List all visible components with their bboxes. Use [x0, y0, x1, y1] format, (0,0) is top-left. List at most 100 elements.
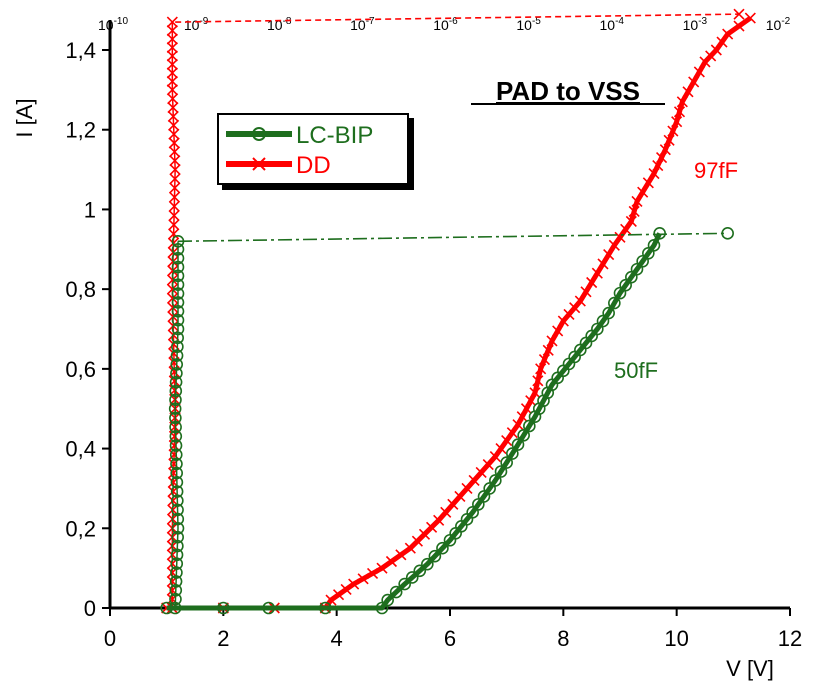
leakage-marker-lcbip: [171, 331, 184, 345]
leakage-marker-lcbip: [169, 439, 183, 452]
leakage-marker-dd: [168, 119, 180, 131]
top-tick-label: 10-2: [766, 16, 791, 33]
iv-marker-dd: [614, 231, 626, 243]
leakage-marker-dd: [166, 41, 178, 54]
top-tick-label: 10-8: [267, 16, 292, 33]
leakage-marker-lcbip: [170, 358, 184, 371]
y-tick-label: 1: [84, 197, 96, 222]
leakage-marker-dd: [167, 110, 179, 122]
leakage-marker-lcbip: [171, 287, 185, 300]
iv-marker-dd: [574, 295, 586, 307]
leakage-marker-dd: [169, 164, 181, 176]
legend: LC-BIP DD: [217, 113, 409, 185]
iv-marker-dd: [659, 144, 671, 156]
y-tick-label: 0,2: [65, 516, 96, 541]
leakage-marker-dd: [166, 292, 179, 304]
y-tick-label: 0,4: [65, 437, 96, 462]
x-tick-label: 0: [104, 626, 116, 651]
iv-marker-dd: [722, 28, 734, 40]
leakage-marker-lcbip: [171, 278, 185, 292]
iv-marker-lcbip: [375, 601, 389, 615]
iv-marker-dd: [395, 549, 407, 561]
x-tick-label: 4: [331, 626, 343, 651]
iv-marker-dd: [673, 106, 686, 118]
iv-marker-dd: [366, 567, 379, 580]
y-tick-label: 1,2: [65, 118, 96, 143]
leakage-marker-dd: [166, 25, 178, 37]
leakage-marker-lcbip: [171, 269, 185, 283]
iv-curve-lcbip: [166, 232, 662, 611]
leakage-marker-lcbip: [170, 475, 184, 489]
x-tick-labels: 0 2 4 6 8 10 12: [104, 608, 802, 651]
x-tick-label: 6: [444, 626, 456, 651]
iv-marker-lcbip: [602, 306, 615, 320]
iv-marker-dd: [671, 116, 683, 128]
iv-marker-dd: [376, 562, 388, 574]
iv-marker-dd: [542, 344, 554, 356]
iv-marker-dd: [625, 215, 637, 227]
iv-marker-lcbip: [517, 428, 530, 442]
iv-marker-lcbip: [160, 601, 173, 615]
iv-marker-dd: [546, 335, 558, 347]
leakage-marker-lcbip: [171, 251, 185, 265]
iv-marker-dd: [552, 325, 564, 337]
iv-marker-dd: [603, 249, 615, 261]
iv-marker-lcbip: [428, 549, 442, 563]
y-axis-label: I [A]: [12, 98, 37, 137]
iv-marker-dd: [520, 403, 533, 415]
iv-marker-dd: [597, 258, 609, 270]
iv-marker-dd: [506, 427, 518, 439]
iv-marker-dd: [652, 160, 664, 172]
iv-marker-dd: [688, 76, 700, 88]
y-tick-label: 0: [84, 596, 96, 621]
leakage-connector-lcbip: [177, 232, 728, 243]
leakage-marker-lcbip: [169, 375, 183, 389]
iv-marker-dd: [586, 276, 598, 289]
leakage-marker-lcbip: [170, 566, 183, 579]
iv-marker-dd: [580, 286, 592, 298]
iv-marker-dd: [348, 578, 360, 590]
leakage-marker-lcbip: [171, 503, 184, 517]
leakage-marker-lcbip: [170, 366, 183, 380]
iv-marker-lcbip: [506, 447, 519, 460]
chart-title: PAD to VSS: [496, 76, 640, 106]
iv-marker-dd: [357, 573, 369, 585]
y-tick-label: 0,8: [65, 277, 96, 302]
leakage-connector-dd: [175, 13, 740, 23]
leakage-marker-dd: [168, 191, 181, 203]
leakage-line-lcbip: [174, 241, 179, 609]
iv-marker-lcbip: [653, 227, 666, 240]
iv-marker-dd: [631, 195, 643, 208]
leakage-marker-lcbip: [171, 521, 185, 535]
leakage-marker-lcbip: [171, 296, 185, 309]
y-tick-label: 1,4: [65, 38, 96, 63]
leakage-marker-lcbip: [168, 402, 182, 416]
leakage-marker-dd: [166, 67, 178, 79]
leakage-marker-dd: [168, 146, 181, 158]
leakage-marker-lcbip: [170, 557, 184, 571]
iv-marker-dd: [710, 44, 722, 56]
leakage-marker-lcbip: [171, 340, 184, 354]
leakage-marker-dd: [168, 209, 180, 222]
leakage-marker-dd: [166, 75, 178, 87]
iv-marker-lcbip: [319, 601, 332, 615]
leakage-marker-lcbip: [171, 260, 185, 274]
legend-marker-lcbip: [252, 127, 266, 141]
iv-marker-dd: [676, 96, 688, 108]
top-tick-labels: 10-10 10-9 10-8 10-7 10-6 10-5 10-4 10-3 10-2: [98, 16, 791, 33]
leakage-marker-lcbip: [169, 592, 182, 606]
iv-marker-dd: [733, 20, 745, 32]
top-tick-label: 10-3: [683, 16, 708, 33]
leakage-marker-lcbip: [170, 548, 184, 562]
top-tick-label: 10-5: [516, 16, 541, 33]
leakage-marker-dd: [168, 219, 180, 231]
connector-end-marker-lcbip: [721, 227, 734, 240]
leakage-marker-dd: [167, 265, 179, 277]
iv-marker-dd: [608, 239, 620, 251]
leakage-marker-lcbip: [169, 575, 183, 588]
iv-marker-lcbip: [436, 541, 449, 555]
iv-marker-dd: [716, 36, 728, 48]
iv-marker-lcbip: [489, 474, 502, 487]
iv-marker-lcbip: [523, 419, 536, 433]
